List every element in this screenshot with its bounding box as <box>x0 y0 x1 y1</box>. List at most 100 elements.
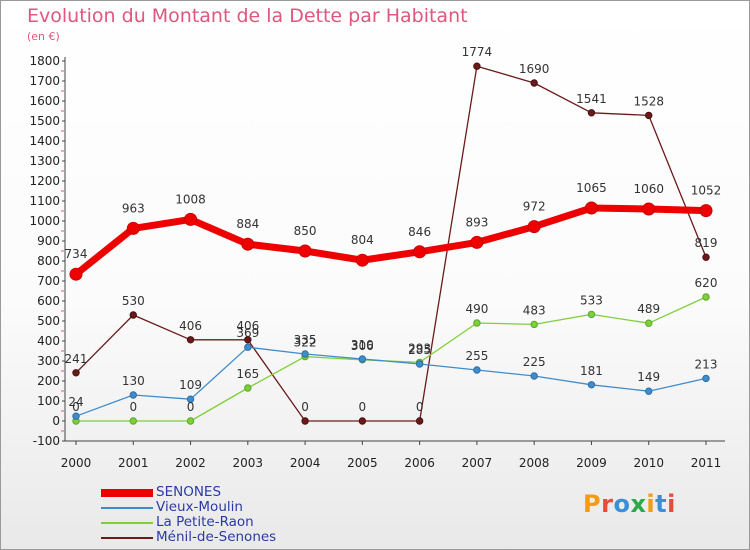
data-point <box>358 417 367 425</box>
y-tick-label: 400 <box>37 334 60 348</box>
x-tick-label: 2007 <box>462 456 493 470</box>
y-tick-label: 1000 <box>29 214 60 228</box>
data-point <box>645 111 653 120</box>
data-point <box>72 369 80 377</box>
data-point <box>355 253 369 267</box>
y-tick-label: 100 <box>37 394 60 408</box>
y-tick-label: 1600 <box>29 94 60 108</box>
series-line-2 <box>75 296 707 422</box>
data-label: 406 <box>179 319 202 333</box>
x-tick-label: 2004 <box>290 456 321 470</box>
data-label: 369 <box>236 326 259 340</box>
data-label: 225 <box>523 355 546 369</box>
data-point <box>69 267 83 281</box>
series-line-0 <box>72 204 710 278</box>
x-tick-label: 2010 <box>633 456 664 470</box>
logo-letter: i <box>667 490 676 518</box>
legend-swatch-la-petite-raon <box>101 521 153 524</box>
data-point <box>702 374 710 383</box>
data-point <box>473 319 481 327</box>
data-label: 149 <box>637 370 660 384</box>
data-point <box>645 319 653 327</box>
legend-swatch-menil-de-senones <box>101 536 153 539</box>
legend-swatch-senones <box>101 488 153 497</box>
data-label: 310 <box>351 338 374 352</box>
x-tick-label: 2005 <box>347 456 378 470</box>
data-point <box>530 372 538 380</box>
data-label: 972 <box>523 200 546 214</box>
data-point <box>642 202 656 216</box>
y-tick-label: 1100 <box>29 194 60 208</box>
legend-item-vieux-moulin: Vieux-Moulin <box>101 500 276 515</box>
y-tick-label: 1200 <box>29 174 60 188</box>
data-label: 1052 <box>691 184 722 198</box>
data-label: 884 <box>236 217 259 231</box>
data-label: 850 <box>294 224 317 238</box>
data-label: 819 <box>695 236 718 250</box>
data-point <box>72 412 80 420</box>
data-point <box>186 417 195 425</box>
legend-label-vieux-moulin: Vieux-Moulin <box>156 499 243 515</box>
data-label: 0 <box>416 400 424 414</box>
data-label: 489 <box>637 302 660 316</box>
data-label: 1528 <box>633 94 664 108</box>
data-point <box>473 62 481 70</box>
x-tick-label: 2009 <box>576 456 607 470</box>
data-point <box>129 391 137 399</box>
data-point <box>473 366 481 374</box>
data-label: 963 <box>122 201 145 215</box>
data-label: 241 <box>65 352 88 366</box>
y-tick-label: 700 <box>37 274 60 288</box>
data-label: 804 <box>351 233 374 247</box>
y-tick-label: 1500 <box>29 114 60 128</box>
data-point <box>645 387 653 395</box>
data-label: 533 <box>580 293 603 307</box>
legend-item-la-petite-raon: La Petite-Raon <box>101 515 276 530</box>
data-label: 165 <box>236 367 259 381</box>
data-point <box>584 201 598 215</box>
data-label: 0 <box>72 400 80 414</box>
y-tick-label: 1800 <box>29 54 60 68</box>
data-point <box>298 244 312 258</box>
data-point <box>186 336 195 344</box>
data-point <box>244 384 252 392</box>
logo-letter: i <box>646 490 656 518</box>
x-tick-label: 2001 <box>118 456 149 470</box>
data-label: 293 <box>408 341 431 355</box>
y-tick-label: 1700 <box>29 74 60 88</box>
legend-item-senones: SENONES <box>101 485 276 500</box>
data-point <box>587 310 596 319</box>
legend-label-menil-de-senones: Ménil-de-Senones <box>156 529 277 545</box>
data-point <box>470 235 484 249</box>
data-point <box>186 395 195 403</box>
y-tick-label: 1300 <box>29 154 60 168</box>
data-label: 483 <box>523 303 546 317</box>
data-point <box>530 320 538 329</box>
data-label: 109 <box>179 378 202 392</box>
x-tick-label: 2011 <box>691 456 722 470</box>
x-tick-label: 2003 <box>233 456 264 470</box>
y-tick-label: 900 <box>37 234 60 248</box>
data-point <box>184 212 198 226</box>
y-tick-label: -100 <box>33 434 60 448</box>
data-point <box>527 220 541 234</box>
proxiti-logo: Proxiti <box>583 490 676 518</box>
x-tick-label: 2000 <box>61 456 92 470</box>
data-point <box>699 204 713 218</box>
data-point <box>241 237 255 251</box>
x-tick-label: 2008 <box>519 456 550 470</box>
legend-item-menil-de-senones: Ménil-de-Senones <box>101 530 276 545</box>
data-label: 0 <box>301 400 309 414</box>
data-point <box>126 221 140 235</box>
logo-letter: o <box>613 490 631 518</box>
data-point <box>415 417 424 425</box>
data-point <box>129 417 137 425</box>
data-point <box>587 381 596 389</box>
data-label: 322 <box>294 336 317 350</box>
legend-label-senones: SENONES <box>156 484 222 500</box>
series-line-3 <box>75 65 707 422</box>
data-point <box>301 350 309 358</box>
data-label: 0 <box>187 400 195 414</box>
